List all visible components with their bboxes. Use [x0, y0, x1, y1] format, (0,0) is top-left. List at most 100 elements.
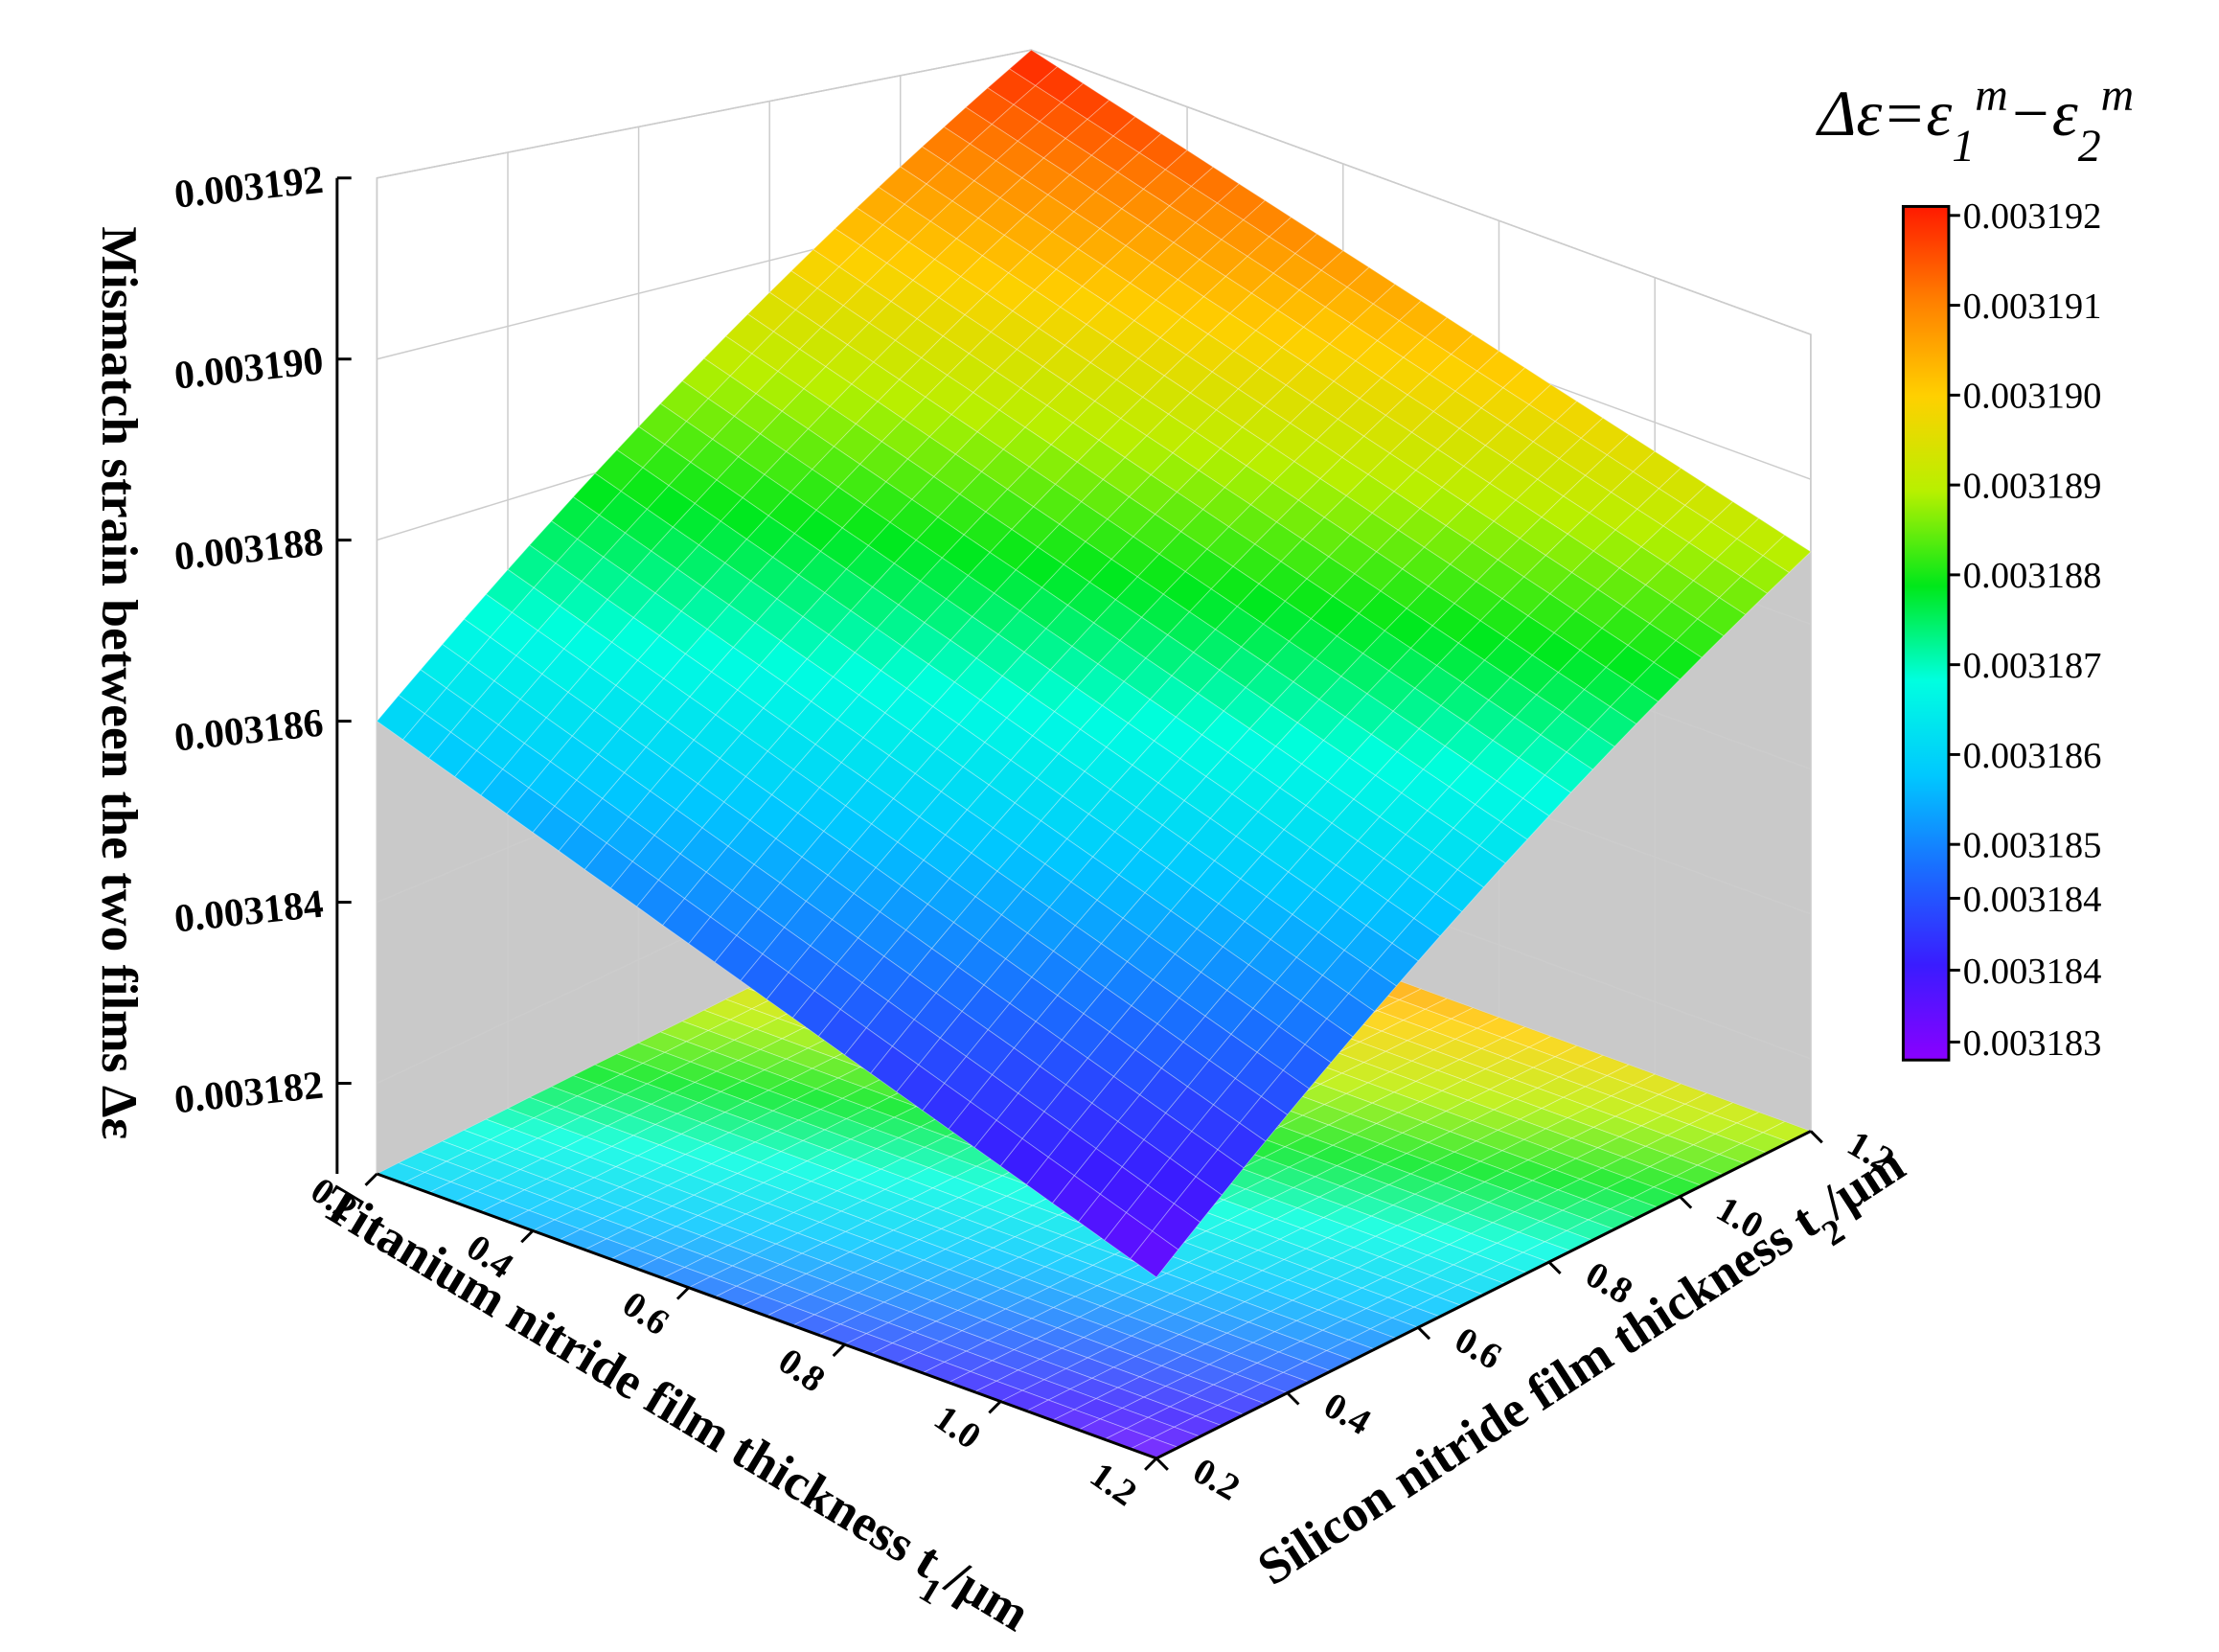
floor-projection-patch — [662, 1099, 952, 1223]
floor-projection-patch — [843, 1278, 1132, 1403]
surface-patch — [688, 787, 976, 1056]
mesh-cell — [1521, 774, 1572, 817]
x-tick — [364, 1172, 378, 1186]
colorbar-tick-label: 0.003192 — [1963, 196, 2102, 237]
mesh-cell — [1347, 967, 1398, 1013]
y-tick-label: 0.4 — [1317, 1386, 1378, 1443]
surface-patch — [1131, 853, 1419, 1115]
mesh-cell — [1675, 618, 1725, 658]
mesh-cell — [1718, 576, 1769, 615]
floor-projection-patch — [376, 1108, 665, 1231]
y-axis — [1155, 1130, 1812, 1460]
y-tick — [1547, 1260, 1562, 1274]
mesh-cell — [1544, 751, 1594, 793]
floor-projection-patch — [818, 1156, 1108, 1280]
mesh-cell — [1130, 1230, 1179, 1278]
mesh-cell — [1456, 845, 1506, 888]
colorbar-title-part: 2 — [2078, 121, 2101, 172]
surface-patch — [793, 396, 1083, 641]
surface-patch — [768, 166, 1058, 398]
colorbar-tick-label: 0.003188 — [1963, 556, 2102, 596]
surface-patch — [949, 501, 1239, 748]
z-tick-label: 0.003188 — [172, 519, 326, 579]
colorbar-tick-label: 0.003187 — [1963, 646, 2102, 686]
x-tick-label: 0.6 — [615, 1284, 676, 1343]
floor-projection-patch — [1261, 1205, 1550, 1328]
floor-projection-patch — [1130, 1270, 1420, 1394]
surface-patch — [1261, 710, 1550, 962]
z-tick-label: 0.003186 — [172, 700, 326, 760]
floor-projection-patch — [999, 1335, 1289, 1459]
mesh-cell — [1239, 1095, 1289, 1142]
surface-patch — [637, 291, 926, 535]
x-tick — [1144, 1457, 1158, 1471]
x-tick-label: 1.0 — [926, 1398, 988, 1457]
y-tick-label: 0.6 — [1448, 1319, 1508, 1377]
floor-projection-patch — [687, 1221, 977, 1345]
colorbar-tick-label: 0.003186 — [1963, 736, 2102, 776]
surface-patch — [1367, 350, 1656, 578]
colorbar — [1901, 204, 1951, 1062]
mesh-cell — [1697, 597, 1747, 637]
surface-patch — [999, 1005, 1289, 1278]
colorbar-title-part: 1 — [1952, 121, 1975, 172]
z-axis-label: Mismatch strain between the two films Δε — [91, 226, 149, 1139]
mesh-cell — [1304, 1018, 1354, 1064]
surface-patch — [376, 568, 665, 834]
mesh-cell — [1740, 555, 1790, 594]
surface-patch — [974, 746, 1264, 1007]
colorbar-title: Δε=ε1m−ε2m — [1815, 70, 2134, 172]
x-tick — [988, 1400, 1002, 1414]
x-tick — [675, 1286, 690, 1300]
z-tick-label: 0.003182 — [172, 1062, 326, 1121]
surface-patch — [1236, 473, 1525, 712]
mesh-cell — [1653, 639, 1703, 680]
surface-patch — [1080, 371, 1369, 608]
mesh-cell — [1610, 683, 1659, 725]
surface-patch — [925, 268, 1213, 503]
floor-projection-patch — [532, 1164, 821, 1289]
y-tick — [1809, 1130, 1823, 1144]
mesh-cell — [1434, 868, 1485, 912]
y-tick-label: 0.2 — [1186, 1451, 1247, 1508]
z-tick-label: 0.003192 — [172, 157, 326, 217]
x-tick — [832, 1343, 846, 1358]
surface-patch — [818, 639, 1108, 898]
mesh-cell — [1260, 1069, 1310, 1115]
colorbar-tick-label: 0.003190 — [1963, 377, 2102, 417]
surface-patch — [1055, 149, 1344, 373]
mesh-cell — [1391, 917, 1441, 962]
surface-patch — [1392, 576, 1681, 817]
floor-projection-patch — [1522, 1073, 1813, 1198]
mesh-cell — [1413, 893, 1463, 937]
mesh-cell — [1282, 1044, 1332, 1090]
y-tick — [1286, 1391, 1300, 1406]
mesh-cell — [1478, 821, 1528, 864]
x-tick — [520, 1229, 535, 1244]
x-tick-label: 1.2 — [1083, 1455, 1144, 1514]
surface-patch — [532, 677, 821, 945]
colorbar-tick-label: 0.003189 — [1963, 466, 2102, 506]
z-tick-label: 0.003184 — [172, 882, 326, 941]
y-tick — [1417, 1326, 1431, 1341]
floor-projection-patch — [1236, 1082, 1525, 1206]
surface-patch — [1522, 450, 1812, 680]
colorbar-tick-label: 0.003184 — [1963, 880, 2102, 920]
surface-patch — [507, 425, 795, 679]
mesh-cell — [1326, 993, 1376, 1038]
colorbar-title-part: m — [1975, 70, 2008, 121]
colorbar-tick-label: 0.003185 — [1963, 826, 2102, 866]
colorbar-title-part: −ε — [2008, 77, 2078, 149]
floor-projection-patch — [506, 1042, 796, 1166]
surface-patch — [900, 49, 1188, 270]
x-axis-label-part: /μm — [936, 1549, 1041, 1642]
colorbar-tick-label: 0.003183 — [1963, 1023, 2102, 1064]
colorbar-tick-label: 0.003184 — [1963, 952, 2102, 992]
surface-patch — [663, 533, 951, 789]
surface-patch — [843, 896, 1132, 1167]
colorbar-title-part: Δε=ε — [1815, 77, 1952, 149]
x-tick-label: 0.8 — [771, 1341, 833, 1400]
y-tick — [1155, 1457, 1169, 1471]
